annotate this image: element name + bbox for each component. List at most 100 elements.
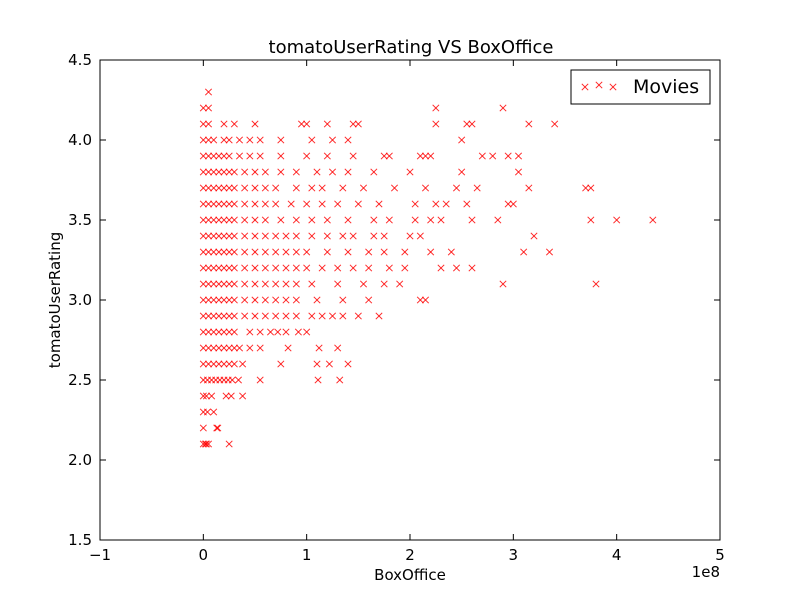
data-point [204,344,213,352]
data-point [292,280,300,288]
data-point [525,120,533,128]
data-point [514,152,523,160]
data-point [220,184,228,192]
data-point [199,152,207,160]
data-point [318,264,326,272]
data-point [199,248,207,256]
data-point [251,264,259,272]
y-tick-label: 2.5 [68,371,92,389]
data-point [272,184,280,192]
data-point [294,328,302,336]
data-point [339,296,347,304]
data-point [318,184,326,192]
data-point [308,216,316,224]
data-point [272,232,280,240]
data-point [354,312,362,320]
data-point [277,360,285,368]
data-point [587,184,595,192]
data-point [499,280,507,288]
data-point [210,200,218,208]
data-point [323,152,331,160]
data-point [225,136,233,144]
data-point [261,168,269,176]
data-point [504,200,512,208]
data-point [390,184,399,192]
data-point [308,184,316,192]
data-point [210,168,218,176]
data-point [328,136,337,144]
data-point [202,440,210,448]
data-point [199,232,207,240]
data-point [199,136,207,144]
data-point [210,344,218,352]
data-point [230,168,238,176]
data-point [225,232,233,240]
data-point [220,280,228,288]
data-point [308,312,316,320]
data-point [282,248,290,256]
data-point [230,216,238,224]
data-point [421,296,430,304]
data-point [220,328,228,336]
data-point [344,136,352,144]
data-point [199,168,207,176]
data-point [215,152,223,160]
data-point [204,280,213,288]
data-point [468,216,476,224]
data-point [292,296,300,304]
data-point [406,168,414,176]
data-point [204,232,213,240]
data-point [468,120,476,128]
data-point [401,248,409,256]
data-point [251,200,259,208]
data-point [458,136,466,144]
data-point [220,216,228,224]
data-point [251,312,259,320]
data-point [220,232,228,240]
data-point [530,232,538,240]
data-point [292,184,300,192]
data-point [339,232,347,240]
data-point [210,408,218,416]
data-point [313,360,321,368]
data-point [241,264,249,272]
data-point [292,248,300,256]
data-point [380,152,388,160]
data-point [228,376,236,384]
data-point [334,200,342,208]
data-point [292,264,300,272]
data-point [204,88,213,96]
x-axis-offset-label: 1e8 [692,563,720,581]
data-point [261,184,269,192]
plot-frame [99,59,721,541]
data-point [282,280,290,288]
data-point [380,232,388,240]
data-point [370,168,378,176]
data-point [344,168,352,176]
data-point [225,360,233,368]
data-point [325,360,333,368]
data-point [349,152,357,160]
data-point [204,120,213,128]
data-point [210,152,218,160]
data-point [220,200,228,208]
data-point [199,440,207,448]
y-tick-label: 3.5 [68,211,92,229]
data-point [204,248,213,256]
data-point [427,216,435,224]
data-point [225,328,233,336]
data-point [230,232,238,240]
data-point [334,280,342,288]
data-point [204,152,213,160]
legend-marker-group [581,81,617,91]
data-point [210,232,218,240]
data-point [199,344,207,352]
data-point [251,184,259,192]
data-point [241,216,249,224]
data-point [246,152,254,160]
data-point [215,328,223,336]
x-tick-label: 4 [612,546,622,564]
legend-marker [609,83,617,91]
data-point [292,216,300,224]
data-point [509,200,517,208]
